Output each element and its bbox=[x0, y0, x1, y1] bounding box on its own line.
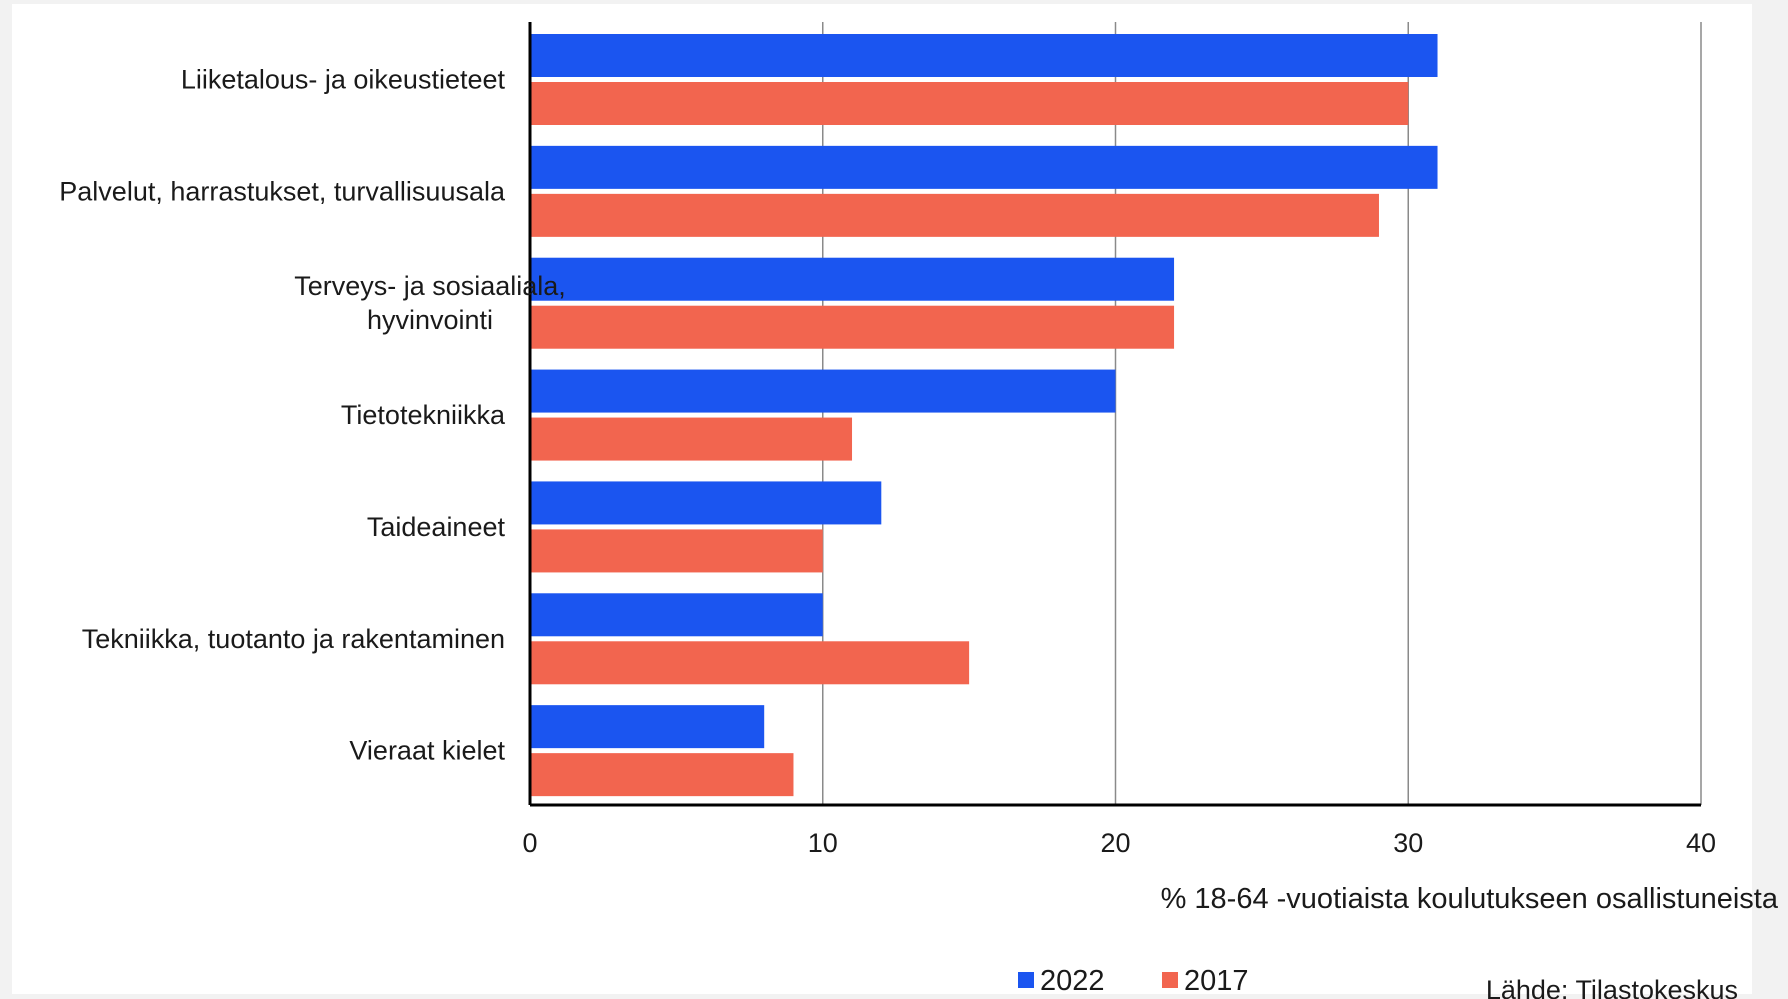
legend-swatch-2022 bbox=[1018, 972, 1034, 988]
category-label: Taideaineet bbox=[367, 512, 506, 542]
x-tick-label: 30 bbox=[1393, 828, 1423, 858]
bar-2017 bbox=[530, 529, 823, 573]
category-label: Tietotekniikka bbox=[341, 400, 506, 430]
bar-2017 bbox=[530, 417, 853, 461]
bar-2022 bbox=[530, 369, 1116, 413]
axes bbox=[528, 22, 1701, 807]
legend-label: 2022 bbox=[1040, 965, 1105, 997]
gridlines bbox=[822, 22, 1702, 805]
bars bbox=[530, 34, 1438, 797]
legend-label: 2017 bbox=[1184, 965, 1249, 997]
category-label: Tekniikka, tuotanto ja rakentaminen bbox=[82, 624, 505, 654]
legend: 2022 2017 bbox=[1018, 965, 1249, 997]
category-label: Palvelut, harrastukset, turvallisuusala bbox=[59, 176, 506, 206]
x-tick-label: 20 bbox=[1100, 828, 1130, 858]
bar-2017 bbox=[530, 82, 1409, 125]
category-label: Vieraat kielet bbox=[349, 736, 505, 766]
x-tick-label: 40 bbox=[1686, 828, 1716, 858]
category-label: Terveys- ja sosiaaliala, bbox=[294, 271, 566, 301]
bar-2022 bbox=[530, 145, 1438, 189]
bar-2017 bbox=[530, 305, 1175, 349]
bar-2022 bbox=[530, 257, 1175, 301]
bar-2022 bbox=[530, 481, 882, 525]
x-tick-label: 10 bbox=[808, 828, 838, 858]
bar-2022 bbox=[530, 34, 1438, 77]
bar-2022 bbox=[530, 593, 823, 637]
x-tick-labels: 0 10 20 30 40 bbox=[522, 828, 1716, 858]
source-note: Lähde: Tilastokeskus bbox=[1486, 975, 1738, 999]
x-axis-label: % 18-64 -vuotiaista koulutukseen osallis… bbox=[1161, 883, 1779, 915]
bar-2017 bbox=[530, 193, 1379, 237]
category-label: hyvinvointi bbox=[367, 305, 493, 335]
bar-2022 bbox=[530, 705, 765, 749]
legend-swatch-2017 bbox=[1162, 972, 1178, 988]
x-tick-label: 0 bbox=[522, 828, 537, 858]
category-label: Liiketalous- ja oikeustieteet bbox=[181, 65, 506, 95]
bar-2017 bbox=[530, 641, 970, 685]
bar-2017 bbox=[530, 753, 794, 797]
category-labels: Liiketalous- ja oikeustieteet Palvelut, h… bbox=[59, 65, 566, 766]
